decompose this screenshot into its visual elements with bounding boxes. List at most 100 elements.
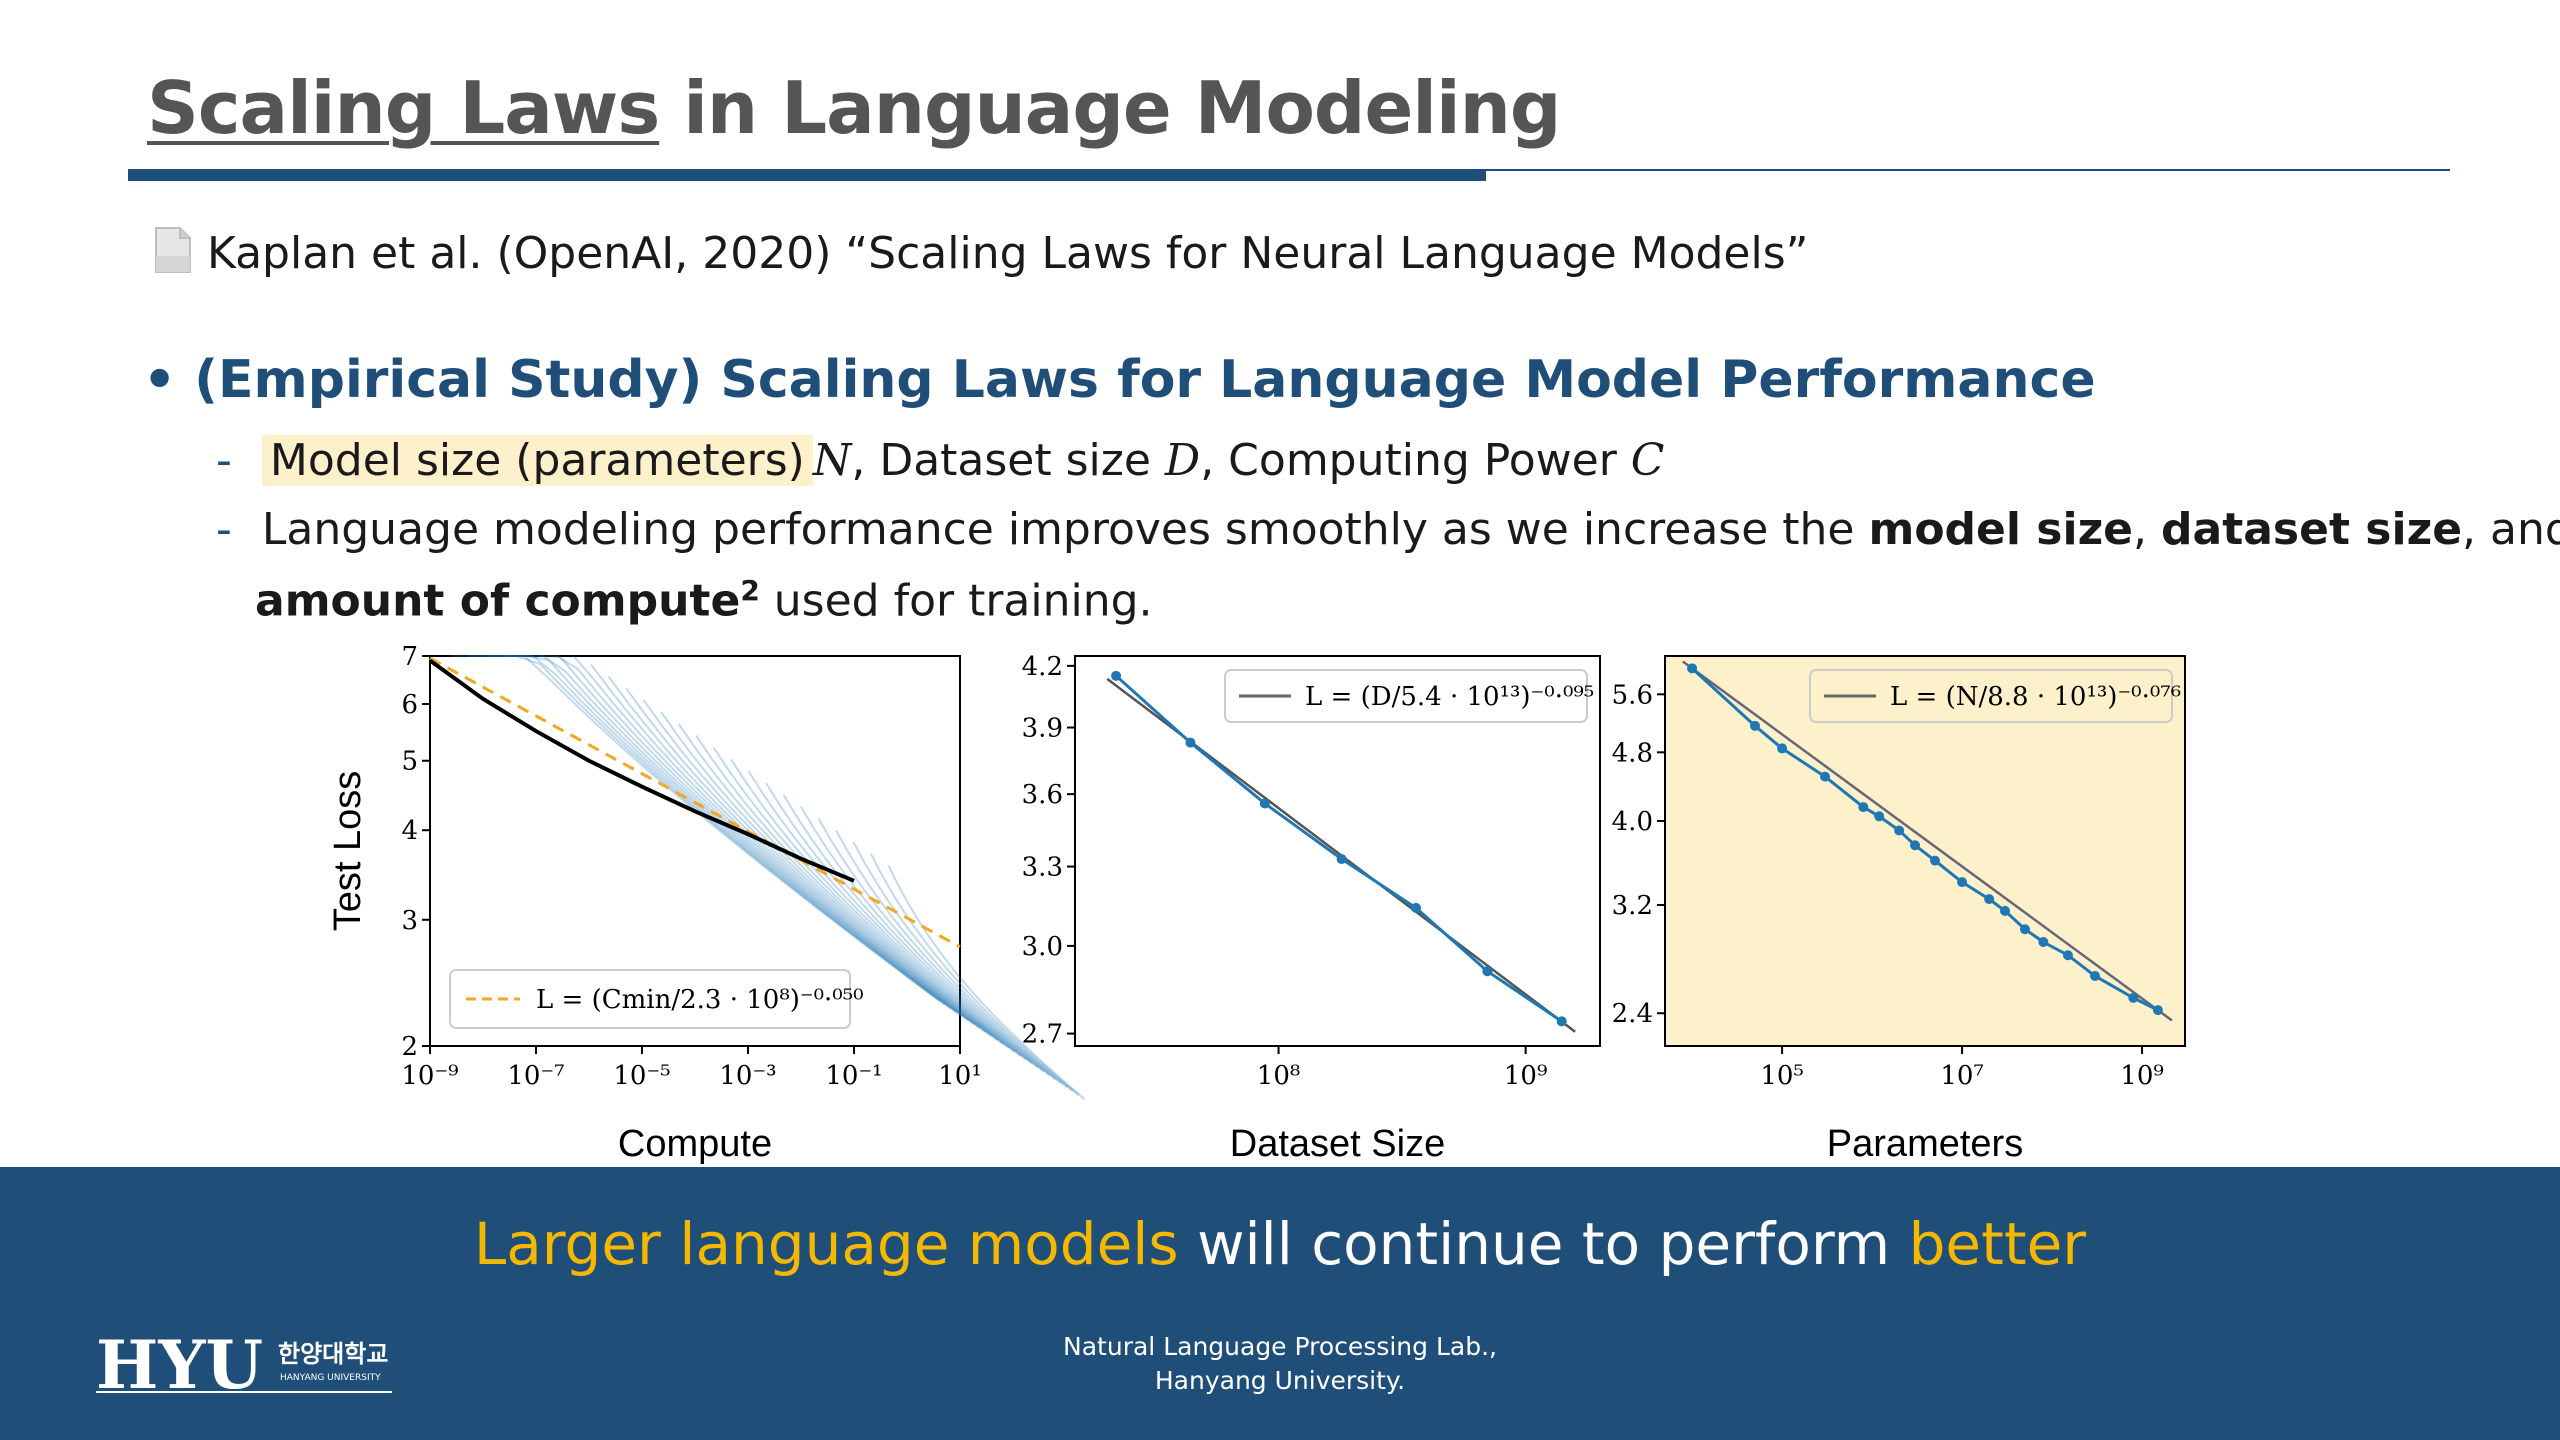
data-point [1984,894,1995,905]
training-curve [800,806,1057,1081]
data-point [1894,825,1905,836]
data-point [1749,720,1760,731]
sub2-b2: dataset size [2161,504,2463,555]
fit-line [1682,660,2173,1022]
title-rule-thick [128,169,1486,181]
training-curve [486,655,952,1010]
data-point [1957,877,1968,888]
var-d: D [1164,435,1201,486]
sub2-t3: , and [2462,504,2560,555]
training-curve [782,794,1051,1077]
bullet-text: (Empirical Study) Scaling Laws for Langu… [194,350,2096,410]
sub1-mid2: , Computing Power [1200,435,1631,486]
legend-box [449,969,851,1029]
title-rest: in Language Modeling [659,66,1561,150]
var-c: C [1630,435,1665,486]
y-tick-label: 3.0 [1022,932,1063,962]
tagline-accent-1: Larger language models [473,1210,1179,1278]
tagline: Larger language models will continue to … [0,1210,2560,1278]
legend-label: L = (D/5.4 · 10¹³)⁻⁰·⁰⁹⁵ [1305,682,1594,712]
training-curve [765,782,1045,1073]
y-tick-label: 7 [401,642,418,672]
footer-lab: Natural Language Processing Lab., Hanyan… [980,1330,1580,1398]
chart-parameters: 10⁵ 10⁷ 10⁹ 2.4 3.2 4.0 4.8 5.6 Parameters L = (N… [1612,655,2186,1165]
data-point [1687,663,1698,674]
y-tick-label: 3.6 [1022,780,1063,810]
training-curve [607,675,992,1037]
data-point [1556,1016,1567,1027]
data-point [2000,905,2011,916]
sub2-t4: used for training. [759,575,1153,627]
legend-box [1809,669,2173,723]
training-curve [625,687,998,1041]
x-tick-label: 10⁻⁹ [401,1061,458,1091]
footer-line-1: Natural Language Processing Lab., [1063,1332,1497,1361]
training-curve [572,655,981,1029]
data-point [1259,798,1270,809]
y-tick-label: 5 [401,747,418,777]
title-underlined: Scaling Laws [147,66,660,150]
tagline-accent-2: better [1908,1210,2087,1278]
x-tick-label: 10¹ [938,1061,982,1091]
data-point [1820,771,1831,782]
x-tick-label: 10⁹ [2120,1061,2164,1091]
y-tick-label: 6 [401,690,418,720]
x-tick-label: 10⁻⁵ [613,1061,670,1091]
data-point [1336,854,1347,865]
paper-reference: Kaplan et al. (OpenAI, 2020) “Scaling La… [207,228,1809,279]
fit-line [429,656,961,949]
y-tick-label: 5.6 [1612,680,1653,710]
training-curve [712,746,1027,1061]
y-tick-label: 4 [401,816,418,846]
document-icon [155,227,191,273]
x-axis-label: Dataset Size [1230,1123,1445,1165]
footer-line-2: Hanyang University. [1154,1366,1406,1395]
data-point [2128,992,2139,1003]
y-tick-label: 2 [401,1032,418,1062]
sub2-t2: , [2133,504,2162,555]
series-line [1691,667,2159,1012]
data-point [1482,966,1493,977]
y-tick-label: 2.4 [1612,999,1653,1029]
training-curve [677,723,1016,1053]
training-curve [835,829,1068,1089]
data-point [2090,970,2101,981]
y-tick-label: 4.0 [1612,807,1653,837]
data-point [2038,937,2049,948]
data-point [1111,670,1122,681]
logo-english: HANYANG UNIVERSITY [280,1373,381,1383]
data-point [1874,811,1885,822]
frontier-line [428,658,855,883]
data-point [1185,737,1196,748]
data-point [2062,950,2073,961]
hyu-logo: HYU 한양대학교 HANYANG UNIVERSITY [96,1330,392,1400]
y-tick-label: 3.9 [1022,714,1063,744]
sub1-mid1: , Dataset size [851,435,1165,486]
dash-marker: - [216,435,232,486]
var-n: N [812,435,852,486]
x-tick-label: 10⁵ [1760,1061,1804,1091]
legend-box [1224,669,1588,723]
training-curve [730,758,1033,1065]
x-tick-label: 10⁸ [1257,1061,1301,1091]
logo-main: HYU [96,1330,263,1400]
logo-korean: 한양대학교 [278,1340,388,1368]
sub-bullet-2-continued: amount of compute2 used for training. [255,574,1153,627]
data-point [1929,855,1940,866]
training-curve [817,817,1062,1085]
training-curve [538,655,969,1021]
slide-title: Scaling Laws in Language Modeling [147,66,1561,150]
chart-compute: 10⁻⁹ 10⁻⁷ 10⁻⁵ 10⁻³ 10⁻¹ 10¹ 2 3 4 5 6 7 Compute Test… [327,642,1086,1165]
tagline-text: will continue to perform [1178,1210,1909,1278]
y-tick-label: 3.3 [1022,853,1063,883]
training-curve [887,865,1086,1100]
y-tick-label: 4.8 [1612,738,1653,768]
main-bullet: • (Empirical Study) Scaling Laws for Lang… [143,350,2096,410]
x-axis-label: Parameters [1827,1123,2023,1165]
training-curve [870,853,1080,1096]
y-tick-label: 3 [401,906,418,936]
y-axis-label: Test Loss [327,771,369,932]
x-tick-label: 10⁻⁷ [507,1061,564,1091]
training-curve [660,711,1010,1049]
legend-label: L = (N/8.8 · 10¹³)⁻⁰·⁰⁷⁶ [1890,682,2181,712]
